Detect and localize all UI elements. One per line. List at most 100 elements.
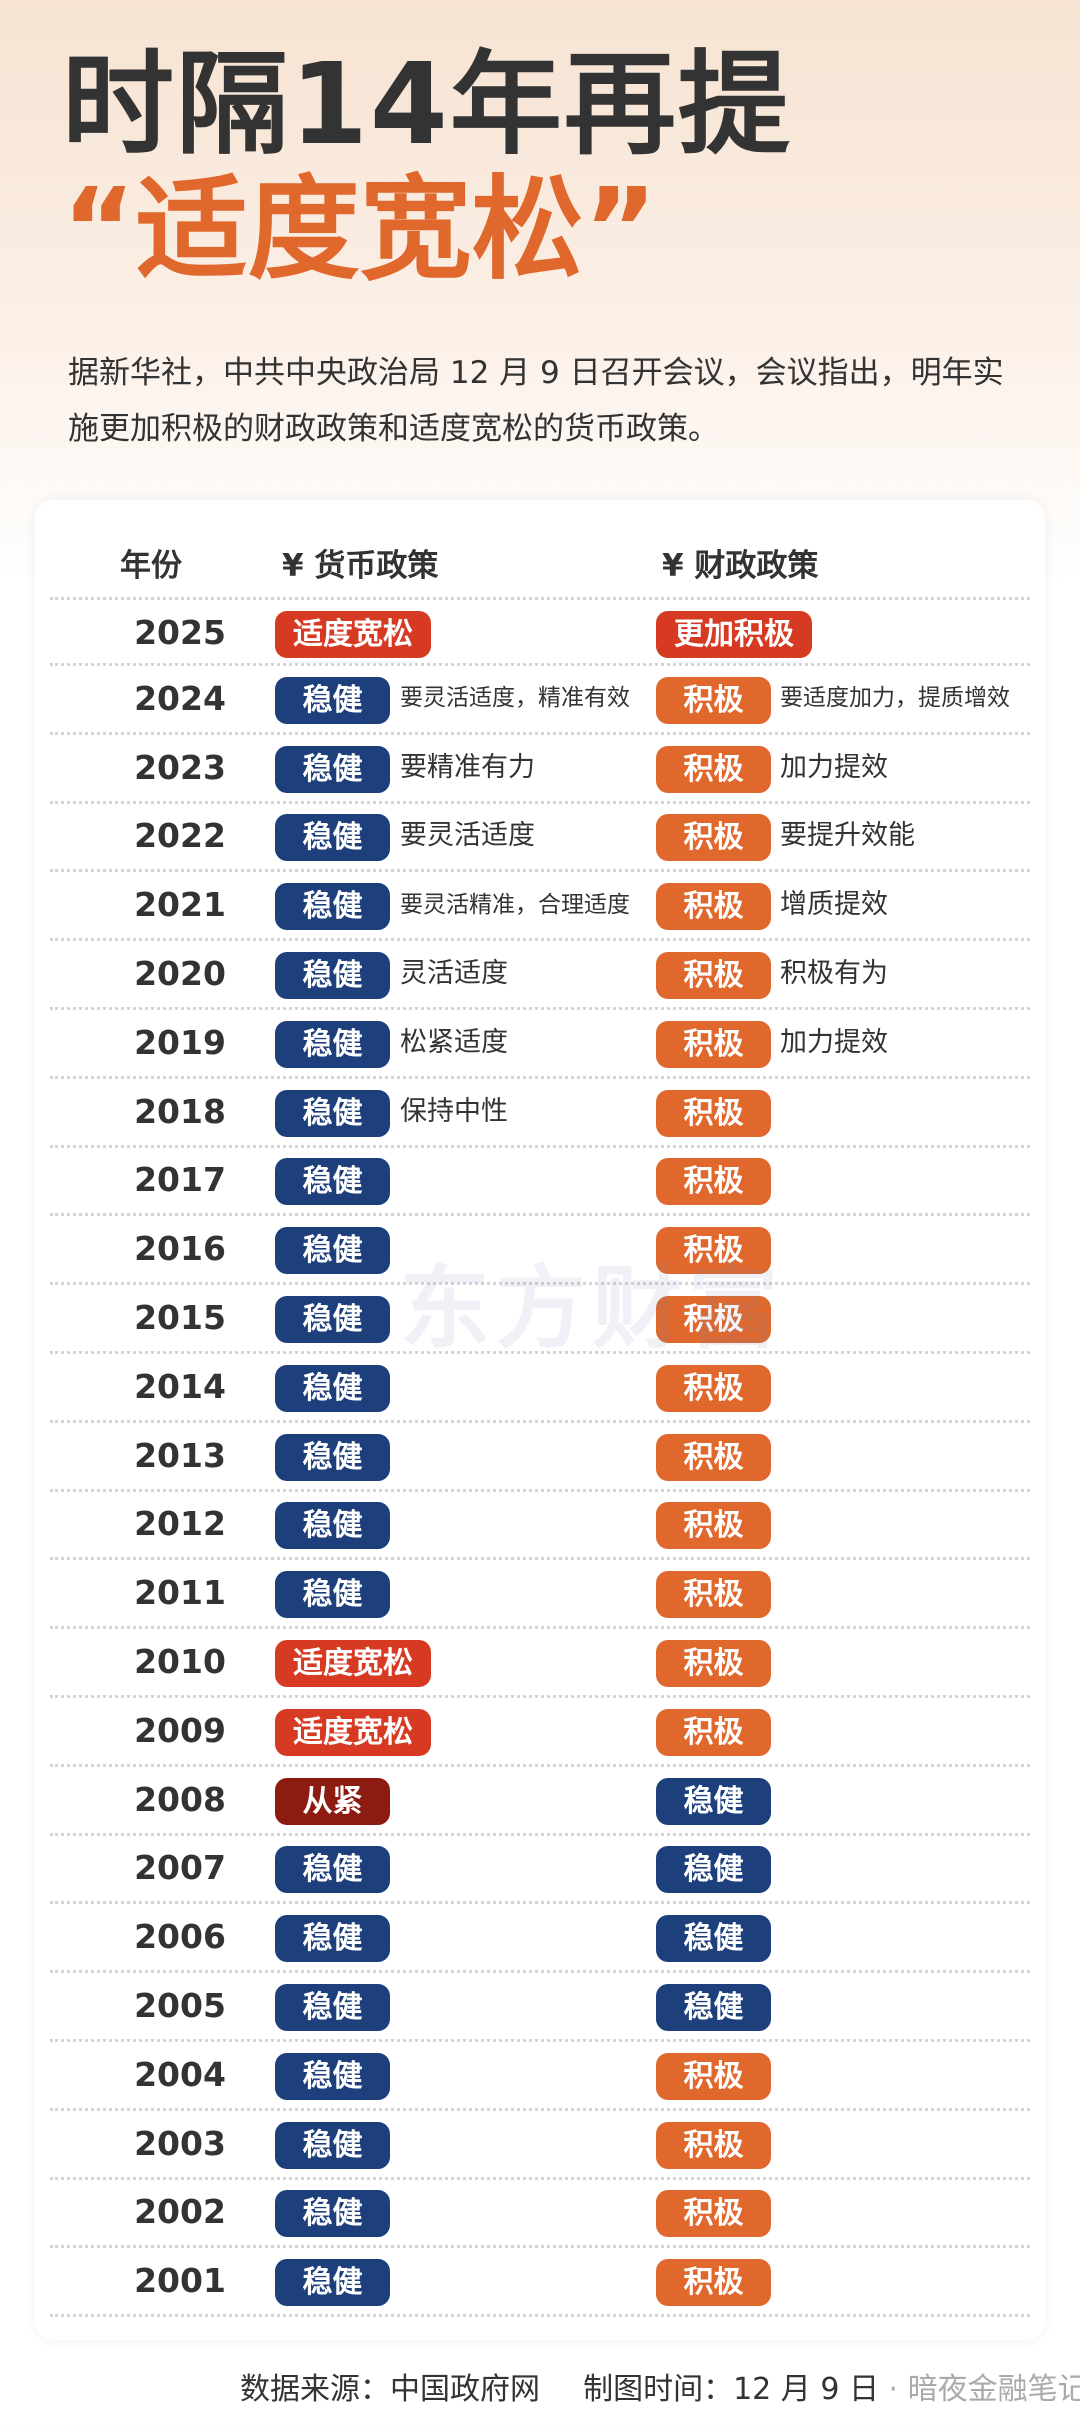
monetary-policy-badge: 稳健 [275, 1158, 390, 1206]
monetary-policy-badge: 适度宽松 [275, 611, 431, 658]
fiscal-policy-badge: 积极 [656, 814, 771, 862]
monetary-policy-note: 要灵活精准，合理适度 [400, 891, 630, 918]
table-row: 2016 稳健 积极 [50, 1216, 1030, 1286]
table-row: 2014 稳健 积极 [50, 1354, 1030, 1423]
monetary-policy-note: 灵活适度 [400, 958, 508, 989]
monetary-policy-badge: 稳健 [275, 1364, 390, 1412]
fiscal-policy-badge: 积极 [656, 1571, 771, 1619]
monetary-policy-badge: 稳健 [275, 1296, 390, 1343]
fiscal-policy-badge: 稳健 [656, 1777, 771, 1825]
fiscal-policy-badge: 积极 [656, 1158, 771, 1206]
year-cell: 2024 [134, 678, 226, 718]
year-cell: 2020 [134, 954, 226, 993]
year-cell: 2014 [134, 1366, 226, 1406]
monetary-policy-badge: 稳健 [275, 1846, 390, 1894]
year-cell: 2009 [134, 1710, 226, 1750]
table-row: 2022 稳健 要灵活适度 积极 要提升效能 [50, 803, 1030, 873]
data-source: 数据来源：中国政府网 [240, 2372, 540, 2407]
fiscal-policy-badge: 积极 [656, 1708, 771, 1756]
table-row: 2025 适度宽松 更加积极 [50, 597, 1030, 666]
year-cell: 2012 [134, 1504, 226, 1544]
fiscal-policy-badge: 积极 [656, 1640, 771, 1687]
fiscal-policy-badge: 积极 [656, 1227, 771, 1275]
table-row: 2012 稳健 积极 [50, 1491, 1030, 1561]
year-cell: 2023 [134, 747, 226, 787]
table-row: 2018 稳健 保持中性 积极 [50, 1079, 1030, 1148]
chart-date: 制图时间：12 月 9 日 [583, 2372, 879, 2407]
fiscal-policy-badge: 积极 [656, 2052, 771, 2100]
year-cell: 2007 [134, 1848, 226, 1888]
year-cell: 2008 [134, 1779, 226, 1819]
monetary-policy-note: 松紧适度 [400, 1026, 508, 1058]
monetary-policy-badge: 从紧 [275, 1777, 390, 1825]
monetary-policy-note: 要精准有力 [400, 751, 535, 783]
table-row: 2005 稳健 稳健 [50, 1973, 1030, 2042]
table-row: 2024 稳健 要灵活适度，精准有效 积极 要适度加力，提质增效 [50, 666, 1030, 735]
fiscal-policy-badge: 积极 [656, 1433, 771, 1481]
table-row: 2019 稳健 松紧适度 积极 加力提效 [50, 1010, 1030, 1079]
table-row: 2023 稳健 要精准有力 积极 加力提效 [50, 735, 1030, 804]
fiscal-policy-note: 要提升效能 [780, 820, 915, 852]
fiscal-policy-badge: 积极 [656, 1089, 771, 1137]
monetary-policy-badge: 稳健 [275, 1984, 390, 2031]
year-cell: 2019 [134, 1022, 226, 1062]
fiscal-policy-badge: 积极 [656, 745, 771, 793]
monetary-policy-badge: 稳健 [275, 1227, 390, 1275]
table-row: 2006 稳健 稳健 [50, 1904, 1030, 1974]
fiscal-policy-badge: 稳健 [656, 1915, 771, 1963]
fiscal-policy-badge: 积极 [656, 1296, 771, 1343]
monetary-policy-badge: 稳健 [275, 745, 390, 793]
monetary-policy-badge: 稳健 [275, 1089, 390, 1137]
table-row: 2021 稳健 要灵活精准，合理适度 积极 增质提效 [50, 872, 1030, 942]
fiscal-policy-badge: 积极 [656, 2259, 771, 2307]
year-cell: 2001 [134, 2261, 226, 2301]
year-cell: 2018 [134, 1091, 226, 1131]
fiscal-policy-badge: 积极 [656, 952, 771, 999]
footer: 数据来源：中国政府网 制图时间：12 月 9 日 · 暗夜金融笔记 [240, 2364, 1080, 2408]
watermark: 东方财富 [400, 1256, 784, 1361]
fiscal-policy-note: 增质提效 [780, 889, 888, 921]
monetary-policy-badge: 稳健 [275, 676, 390, 724]
table-row: 2020 稳健 灵活适度 积极 积极有为 [50, 941, 1030, 1010]
monetary-policy-badge: 稳健 [275, 814, 390, 862]
fiscal-policy-note: 加力提效 [780, 1026, 888, 1058]
year-cell: 2002 [134, 2192, 226, 2232]
year-cell: 2022 [134, 816, 226, 856]
monetary-policy-badge: 稳健 [275, 952, 390, 999]
fiscal-policy-badge: 积极 [656, 2190, 771, 2238]
table-row: 2009 适度宽松 积极 [50, 1698, 1030, 1767]
table-row: 2004 稳健 积极 [50, 2042, 1030, 2111]
monetary-policy-badge: 稳健 [275, 1433, 390, 1481]
headline-title: 时隔14年再提 [62, 40, 792, 170]
fiscal-policy-badge: 积极 [656, 883, 771, 931]
fiscal-policy-badge: 更加积极 [656, 611, 812, 658]
table-row: 2002 稳健 积极 [50, 2179, 1030, 2249]
header-fiscal: ¥ 财政政策 [662, 548, 819, 584]
fiscal-policy-badge: 积极 [656, 676, 771, 724]
year-cell: 2015 [134, 1298, 226, 1337]
monetary-policy-note: 要灵活适度，精准有效 [400, 685, 630, 712]
fiscal-policy-badge: 积极 [656, 1502, 771, 1550]
fiscal-policy-badge: 稳健 [656, 1846, 771, 1894]
table-row: 2003 稳健 积极 [50, 2111, 1030, 2180]
table-row: 2017 稳健 积极 [50, 1147, 1030, 1217]
fiscal-policy-badge: 积极 [656, 1364, 771, 1412]
fiscal-policy-badge: 稳健 [656, 1984, 771, 2031]
monetary-policy-badge: 稳健 [275, 1571, 390, 1619]
table-row: 2010 适度宽松 积极 [50, 1629, 1030, 1698]
table-row: 2015 稳健 积极 [50, 1285, 1030, 1354]
fiscal-policy-note: 要适度加力，提质增效 [780, 685, 1010, 712]
year-cell: 2017 [134, 1160, 226, 1200]
headline-subtitle: “适度宽松” [62, 165, 658, 295]
monetary-policy-note: 保持中性 [400, 1095, 508, 1127]
account-watermark: · 暗夜金融笔记 [888, 2372, 1080, 2407]
year-cell: 2006 [134, 1917, 226, 1957]
table-row: 2008 从紧 稳健 [50, 1767, 1030, 1836]
year-cell: 2005 [134, 1986, 226, 2025]
year-cell: 2021 [134, 885, 226, 925]
fiscal-policy-badge: 积极 [656, 1020, 771, 1068]
monetary-policy-badge: 适度宽松 [275, 1708, 431, 1756]
monetary-policy-badge: 稳健 [275, 2052, 390, 2100]
year-cell: 2003 [134, 2123, 226, 2163]
monetary-policy-badge: 稳健 [275, 1020, 390, 1068]
